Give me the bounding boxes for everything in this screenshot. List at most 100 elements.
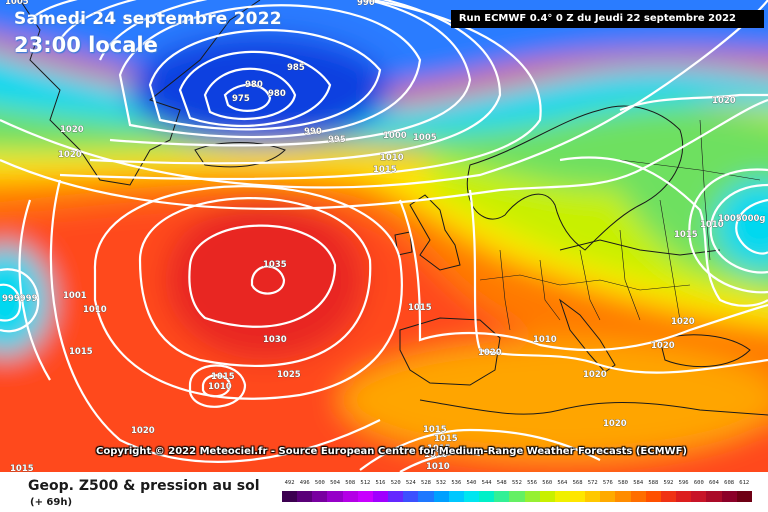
isobar-1015-north [0,0,768,189]
isobar-1015-west [49,179,381,463]
color-scale-swatch [706,491,722,502]
color-scale-swatches [282,491,752,502]
isobar-1015-africa [359,428,601,471]
isobar-1030 [188,224,337,328]
color-scale-swatch [676,491,692,502]
color-scale-swatch [630,491,646,502]
pressure-label: 1010 [208,382,232,392]
pressure-label: 1005000g [718,214,766,224]
color-scale-swatch [539,491,555,502]
color-scale-ticks: 492 496 500 504 508 512 516 520 524 528 532 536 540 5… [282,480,752,490]
forecast-map: 1005 990 985 980 980 975 990 995 1000 10… [0,0,768,472]
color-scale-swatch [342,491,358,502]
pressure-label: 1015 [69,347,93,357]
pressure-label: 990 [357,0,375,8]
legend-bar: Geop. Z500 & pression au sol (+ 69h) 492… [0,472,768,512]
border-7 [619,159,761,181]
border-4 [579,249,601,321]
color-scale-tick: 580 [618,480,628,486]
color-scale-tick: 560 [542,480,553,486]
color-scale-tick: 592 [663,480,674,486]
color-scale-tick: 588 [648,480,659,486]
color-scale-swatch [463,491,480,502]
isobar-1010-west [18,199,51,381]
border-2 [499,249,511,331]
isobar-980-ring [203,67,297,121]
pressure-label: 1020 [60,125,84,135]
color-scale: 492 496 500 504 508 512 516 520 524 528 532 536 540 5… [282,480,752,504]
pressure-label: 1010 [380,153,404,163]
color-scale-tick: 548 [496,480,507,486]
color-scale-swatch [479,491,495,502]
color-scale-tick: 524 [405,480,416,486]
coastlines [19,0,768,416]
color-scale-tick: 572 [587,480,598,486]
iberia-coast [399,317,501,386]
color-scale-swatch [372,491,389,502]
color-scale-tick: 504 [330,480,341,486]
color-scale-swatch [509,491,525,502]
color-scale-tick: 552 [511,480,522,486]
pressure-label: 1020 [583,370,607,380]
field-yellow [0,117,768,326]
isobar-1025 [138,197,372,367]
model-run-label: Run ECMWF 0.4° 0 Z du Jeudi 22 septembre… [450,10,764,28]
pressure-label: 1015 [373,165,397,175]
color-scale-swatch [615,491,631,502]
product-title: Geop. Z500 & pression au sol [28,478,260,494]
pressure-label: 1015 [408,303,432,313]
scandinavia-coast [466,105,684,251]
isobar-1010-africa [399,452,481,472]
color-scale-swatch [327,491,343,502]
isobar-low-east-1 [735,198,768,255]
color-scale-swatch [282,491,298,502]
pressure-label: 1010 [83,305,107,315]
color-scale-swatch [418,491,434,502]
color-scale-tick: 576 [602,480,613,486]
color-scale-tick: 600 [693,480,704,486]
color-scale-tick: 564 [557,480,568,486]
color-scale-tick: 568 [572,480,583,486]
pressure-label: 1000 [383,131,407,141]
color-scale-swatch [357,491,373,502]
country-borders [479,119,761,331]
color-scale-tick: 500 [314,480,325,486]
color-scale-tick: 520 [390,480,401,486]
local-time: 23:00 locale [14,33,158,57]
isobar-985-ring [178,50,332,127]
isobar-990-ring [148,29,382,131]
isobar-1020-high [93,185,403,400]
color-scale-tick: 512 [360,480,371,486]
pressure-label: 1010 [533,335,557,345]
isobar-1020-north [0,98,768,210]
border-3 [539,259,561,321]
pressure-label: 1015 [674,230,698,240]
pressure-label: 980 [245,80,263,90]
color-scale-tick: 604 [708,480,719,486]
pressure-label: 1005 [5,0,29,7]
pressure-label: 1020 [651,341,675,351]
low-core-north [130,35,390,145]
color-scale-swatch [585,491,601,502]
isobar-low-east-2 [709,183,768,274]
color-scale-tick: 492 [284,480,295,486]
isobar-1015-small-high [188,364,247,408]
pressure-label: 1010 [426,462,450,472]
forecast-hour: (+ 69h) [30,497,73,508]
color-scale-tick: 608 [724,480,735,486]
isobar-975-ring [223,83,272,112]
pressure-label: 1010 [424,450,448,460]
pressure-label: 1015 [434,434,458,444]
pressure-label: 985 [287,63,305,73]
color-scale-swatch [691,491,707,502]
color-scale-tick: 584 [633,480,644,486]
pressure-label: 1001 [63,291,87,301]
forecast-date: Samedi 24 septembre 2022 [14,9,282,29]
color-scale-tick: 544 [481,480,492,486]
pressure-label: 1035 [263,260,287,270]
pressure-labels: 1005 990 985 980 980 975 990 995 1000 10… [2,0,766,472]
color-scale-swatch [403,491,419,502]
color-scale-tick: 556 [527,480,538,486]
pressure-label: 1030 [263,335,287,345]
orange-mediterranean [340,340,768,460]
